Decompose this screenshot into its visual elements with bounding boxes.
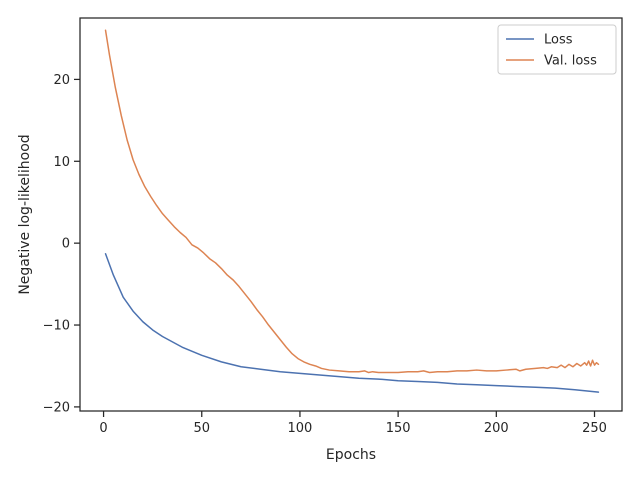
y-tick-label: 0 [62, 237, 70, 252]
legend-label-val-loss: Val. loss [544, 54, 597, 69]
axes: 0 50 100 150 200 250 −20 −10 0 10 20 [43, 17, 623, 436]
series-line-loss [104, 253, 600, 393]
plot-area [104, 29, 600, 393]
x-tick-label: 0 [99, 421, 107, 436]
legend: Loss Val. loss [497, 24, 617, 75]
x-tick-label: 50 [193, 421, 210, 436]
x-tick-label: 100 [288, 421, 313, 436]
x-axis-label: Epochs [326, 447, 376, 463]
legend-box [497, 24, 617, 75]
x-tick-label: 250 [582, 421, 607, 436]
legend-label-loss: Loss [544, 33, 573, 48]
y-tick-label: 10 [53, 155, 70, 170]
y-tick-label: −20 [43, 400, 70, 415]
plot-frame [79, 17, 623, 412]
y-tick-label: 20 [53, 73, 70, 88]
y-axis-label: Negative log-likelihood [17, 134, 33, 294]
x-tick-label: 200 [484, 421, 509, 436]
series-line-val-loss [104, 29, 600, 374]
x-tick-label: 150 [386, 421, 411, 436]
y-tick-label: −10 [43, 319, 70, 334]
